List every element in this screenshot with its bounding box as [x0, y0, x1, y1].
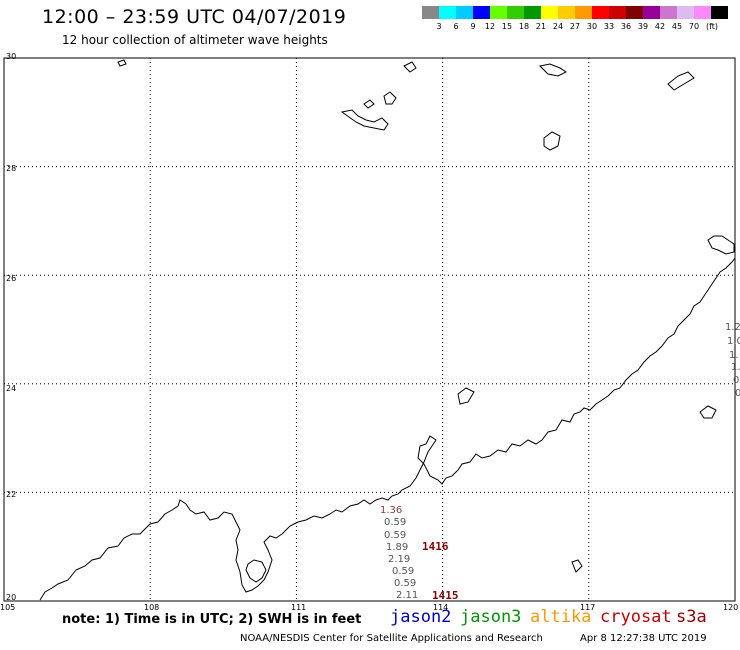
map-frame	[3, 57, 736, 602]
legend-swatch	[490, 6, 507, 19]
legend-swatch	[456, 6, 473, 19]
legend-label: 42	[654, 22, 666, 31]
legend-swatch	[575, 6, 592, 19]
legend-swatch	[643, 6, 660, 19]
lon-label-108: 108	[144, 603, 160, 612]
generation-timestamp: Apr 8 12:27:38 UTC 2019	[580, 633, 707, 644]
satellite-label-jason3: jason3	[460, 607, 522, 627]
lat-label-24: 24	[6, 384, 17, 393]
legend-swatch	[711, 6, 728, 19]
lon-label-120: 120	[723, 603, 739, 612]
legend-label: 18	[518, 22, 530, 31]
swh-value-edge: 1.2	[725, 322, 740, 333]
pass-label: 1415	[432, 589, 459, 602]
satellite-label-cryosat: cryosat	[600, 607, 672, 627]
pass-label: 1416	[422, 540, 449, 553]
satellite-label-jason2: jason2	[390, 607, 452, 627]
legend-label: 6	[453, 22, 459, 31]
legend-label: 9	[470, 22, 476, 31]
coastline	[39, 59, 736, 601]
lon-label-105: 105	[0, 603, 16, 612]
satellite-label-altika: altika	[530, 607, 592, 627]
legend-swatch	[592, 6, 609, 19]
swh-value: 0.59	[392, 566, 415, 577]
swh-value-edge: 1.	[729, 350, 739, 361]
lat-label-26: 26	[6, 274, 17, 283]
lat-label-28: 28	[6, 164, 17, 173]
swh-value: 1.36	[380, 505, 403, 516]
legend-label: 12	[484, 22, 496, 31]
lon-label-111: 111	[291, 603, 307, 612]
legend-label: 27	[569, 22, 581, 31]
swh-value: 0.59	[394, 578, 417, 589]
swh-value: 2.19	[388, 554, 411, 565]
swh-value: 1.89	[386, 542, 409, 553]
legend-unit-label: (ft)	[705, 22, 719, 31]
legend-label: 39	[637, 22, 649, 31]
satellite-label-s3a: s3a	[676, 607, 707, 627]
legend-swatch	[541, 6, 558, 19]
swh-value: 0.59	[384, 517, 407, 528]
lon-label-117: 117	[580, 603, 596, 612]
legend-label: 15	[501, 22, 513, 31]
legend-swatch	[558, 6, 575, 19]
swh-value-edge: 0	[735, 388, 740, 399]
lat-lon-grid	[4, 58, 735, 601]
legend-swatch	[694, 6, 711, 19]
legend-swatch	[524, 6, 541, 19]
swh-value: 2.11	[396, 590, 419, 601]
legend-label: 33	[603, 22, 615, 31]
swh-value-edge: 0.	[733, 375, 740, 386]
swh-value: 0.59	[384, 530, 407, 541]
legend-swatch	[677, 6, 694, 19]
legend-swatch	[626, 6, 643, 19]
lat-label-22: 22	[6, 490, 17, 499]
legend-swatch	[660, 6, 677, 19]
swh-value-edge: 1.	[731, 362, 740, 373]
legend-label: 30	[586, 22, 598, 31]
legend-swatch	[473, 6, 490, 19]
legend-label: 36	[620, 22, 632, 31]
credit-text: NOAA/NESDIS Center for Satellite Applica…	[240, 633, 543, 644]
lat-label-30: 30	[6, 52, 17, 61]
legend-swatch	[609, 6, 626, 19]
page-subtitle: 12 hour collection of altimeter wave hei…	[62, 33, 328, 47]
legend-label: 70	[688, 22, 700, 31]
legend-label: 24	[552, 22, 564, 31]
legend-label: 3	[436, 22, 442, 31]
legend-label: 45	[671, 22, 683, 31]
legend-label: 21	[535, 22, 547, 31]
lon-label-114: 114	[433, 603, 449, 612]
legend-swatch	[422, 6, 439, 19]
legend-swatch	[439, 6, 456, 19]
swh-value-edge: 1.0	[727, 336, 740, 347]
page-title: 12:00 – 23:59 UTC 04/07/2019	[42, 6, 347, 28]
lat-label-20: 20	[6, 593, 17, 602]
legend-swatch	[507, 6, 524, 19]
footer-note: note: 1) Time is in UTC; 2) SWH is in fe…	[62, 612, 362, 627]
